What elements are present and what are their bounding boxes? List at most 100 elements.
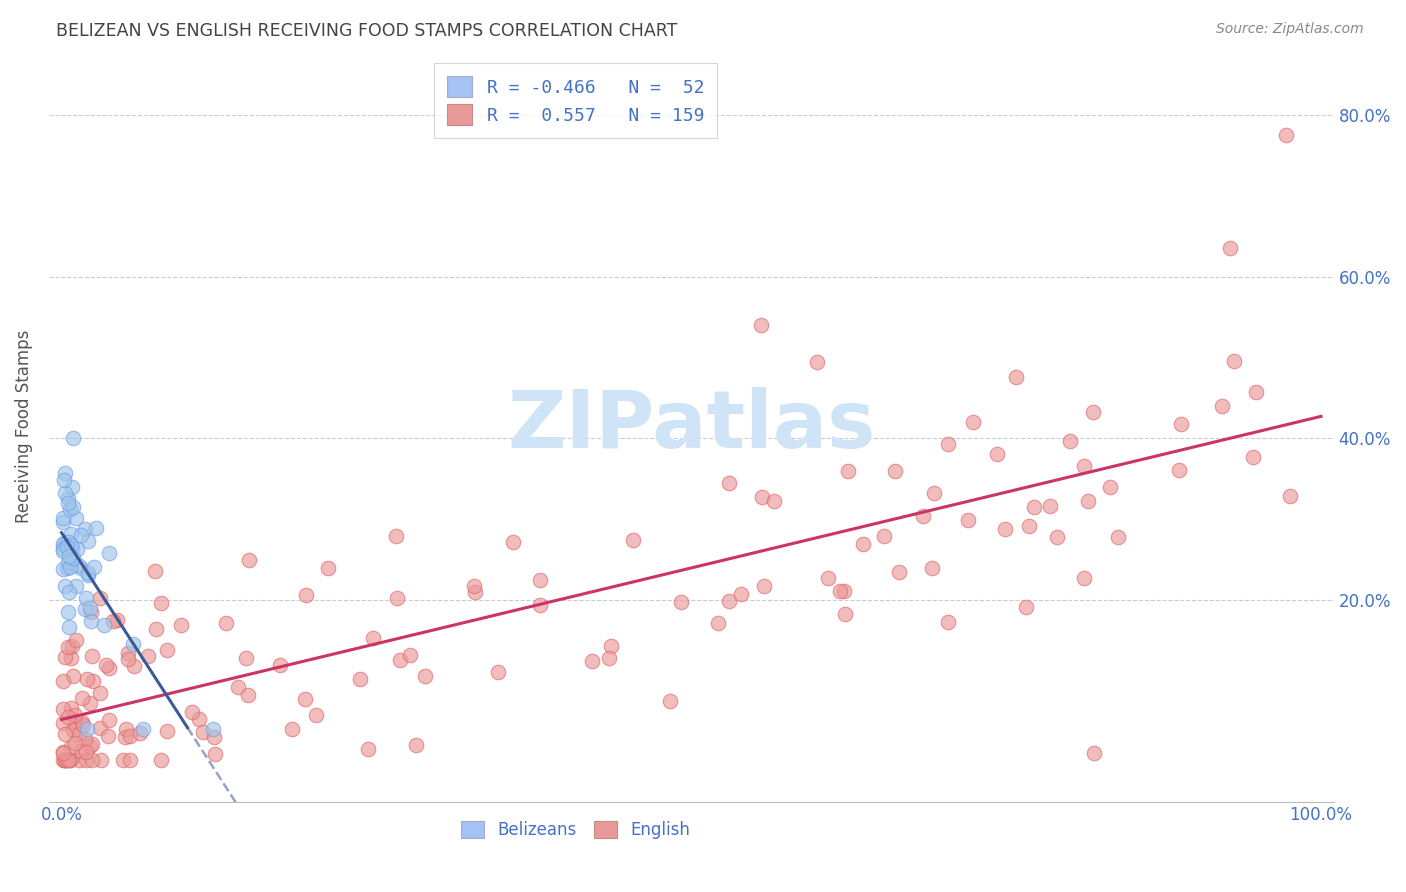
Point (754, 579, 776, 593)
Point (69, 726, 91, 740)
Point (52, 541, 75, 556)
Point (120, 729, 142, 743)
Point (938, 437, 960, 451)
Point (994, 522, 1017, 536)
Point (56, 541, 79, 555)
Point (1077, 494, 1099, 508)
Point (852, 537, 875, 551)
Point (63, 736, 86, 750)
Point (56, 534, 79, 549)
Point (837, 465, 859, 479)
Point (529, 573, 551, 587)
Point (529, 599, 551, 613)
Point (669, 595, 692, 609)
Point (707, 615, 730, 630)
Point (58, 640, 80, 655)
Point (114, 722, 136, 736)
Point (73, 602, 96, 616)
Point (58, 584, 80, 599)
Point (62, 500, 84, 514)
Point (305, 707, 328, 722)
Point (60, 639, 83, 653)
Point (84, 521, 107, 535)
Point (60, 700, 83, 714)
Point (621, 533, 644, 547)
Point (132, 722, 155, 736)
Point (52, 537, 75, 551)
Point (204, 730, 226, 744)
Point (58, 620, 80, 634)
Point (581, 654, 603, 668)
Point (387, 591, 409, 605)
Point (53, 753, 76, 767)
Point (235, 650, 257, 665)
Point (52, 673, 75, 688)
Point (873, 529, 896, 543)
Point (62, 668, 84, 682)
Text: ZIPatlas: ZIPatlas (508, 387, 876, 465)
Point (828, 584, 851, 599)
Point (922, 486, 945, 500)
Point (69, 753, 91, 767)
Point (58, 605, 80, 619)
Point (936, 615, 959, 630)
Point (80, 648, 103, 663)
Point (59, 753, 82, 767)
Point (136, 649, 159, 664)
Point (53, 579, 76, 593)
Point (75, 745, 97, 759)
Point (53, 727, 76, 741)
Point (1244, 384, 1267, 399)
Point (76, 722, 98, 736)
Point (62, 551, 84, 566)
Point (65, 542, 87, 557)
Point (75, 753, 97, 767)
Point (226, 680, 249, 694)
Point (114, 730, 136, 744)
Point (912, 508, 935, 523)
Point (150, 596, 173, 610)
Point (59, 739, 82, 754)
Point (96, 658, 118, 673)
Point (53, 466, 76, 480)
Point (598, 651, 620, 665)
Point (90, 753, 112, 767)
Point (105, 613, 128, 627)
Point (349, 672, 371, 686)
Point (129, 726, 152, 740)
Point (103, 614, 125, 628)
Point (269, 658, 291, 673)
Point (921, 561, 943, 575)
Point (59, 651, 82, 665)
Point (52, 716, 75, 731)
Point (1015, 599, 1038, 614)
Point (357, 742, 380, 756)
Point (238, 553, 260, 567)
Point (806, 354, 828, 368)
Point (817, 571, 839, 585)
Point (215, 615, 238, 630)
Text: BELIZEAN VS ENGLISH RECEIVING FOOD STAMPS CORRELATION CHART: BELIZEAN VS ENGLISH RECEIVING FOOD STAMP… (56, 22, 678, 40)
Point (52, 753, 75, 767)
Point (76, 533, 98, 548)
Point (53, 535, 76, 549)
Point (52, 516, 75, 530)
Point (79, 739, 101, 753)
Point (58, 549, 80, 563)
Point (389, 653, 412, 667)
Point (98, 546, 121, 560)
Point (80, 605, 103, 619)
Point (156, 723, 179, 738)
Point (70, 715, 93, 730)
Point (82, 673, 104, 688)
Point (294, 588, 316, 602)
Point (986, 447, 1008, 461)
Point (52, 746, 75, 760)
Point (117, 646, 139, 660)
Point (1167, 462, 1189, 476)
Point (464, 585, 486, 599)
Point (385, 529, 408, 543)
Point (65, 511, 87, 525)
Point (98, 661, 121, 675)
Point (193, 725, 215, 739)
